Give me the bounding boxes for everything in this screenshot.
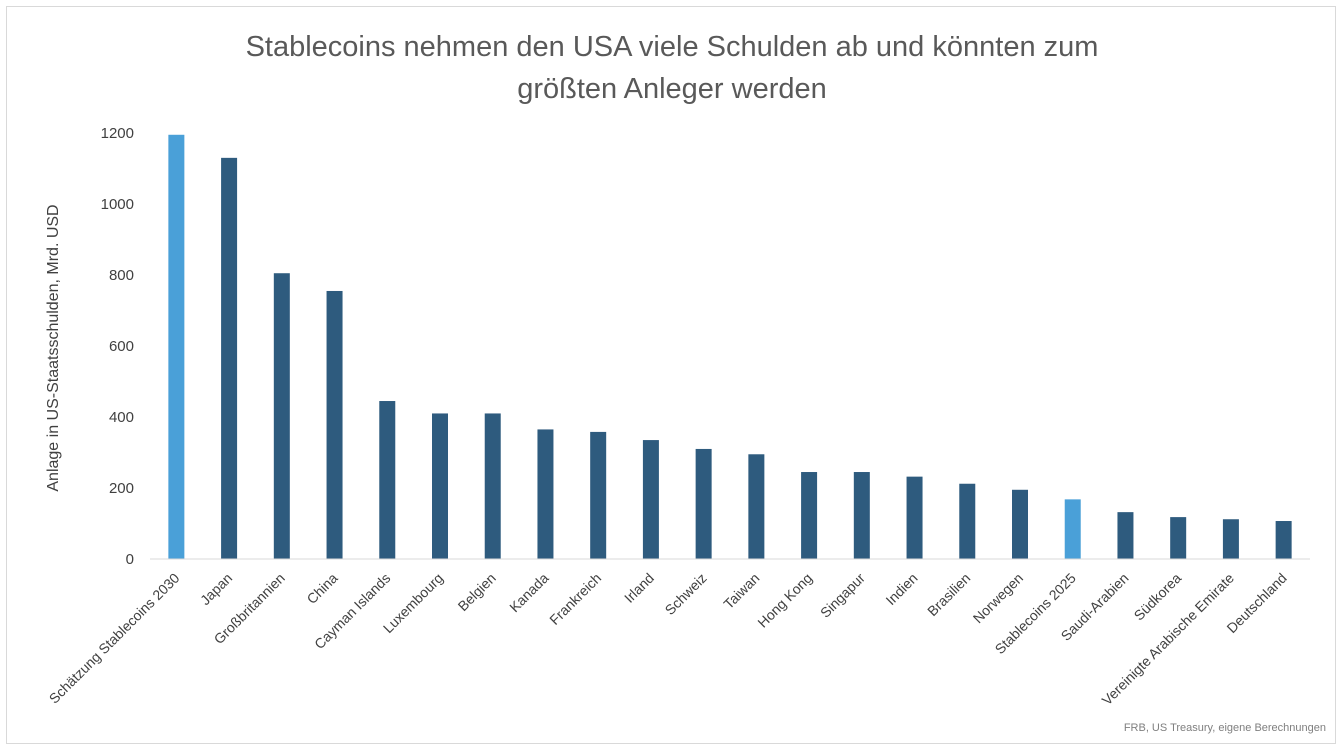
x-tick-label: Norwegen bbox=[970, 570, 1026, 626]
x-tick-label: Irland bbox=[621, 570, 657, 606]
chart-title-line-1: Stablecoins nehmen den USA viele Schulde… bbox=[245, 31, 1099, 63]
x-tick-label: China bbox=[303, 570, 340, 607]
y-axis-label: Anlage in US-Staatsschulden, Mrd. USD bbox=[45, 204, 62, 491]
y-tick-label: 400 bbox=[109, 409, 134, 426]
y-tick-label: 200 bbox=[109, 480, 134, 497]
x-tick-label: Schätzung Stablecoins 2030 bbox=[46, 570, 183, 707]
bar bbox=[1170, 517, 1187, 559]
bar bbox=[1275, 521, 1292, 559]
x-tick-label: Hong Kong bbox=[754, 570, 815, 631]
bar bbox=[168, 134, 185, 559]
x-tick-label: Schweiz bbox=[662, 570, 710, 618]
y-tick-label: 800 bbox=[109, 267, 134, 284]
bar bbox=[959, 483, 976, 559]
bar bbox=[748, 454, 765, 559]
x-tick-label: Indien bbox=[882, 570, 920, 608]
x-tick-label: Südkorea bbox=[1131, 570, 1185, 624]
chart-title-line-2: größten Anleger werden bbox=[517, 73, 827, 105]
bar bbox=[221, 157, 238, 559]
bar bbox=[801, 472, 818, 559]
y-tick-label: 0 bbox=[126, 551, 134, 568]
bar bbox=[695, 448, 712, 559]
x-tick-label: Japan bbox=[197, 570, 235, 608]
bar bbox=[642, 440, 659, 559]
chart-title: Stablecoins nehmen den USA viele Schulde… bbox=[0, 26, 1344, 110]
x-tick-label: Singapur bbox=[817, 570, 868, 621]
source-note: FRB, US Treasury, eigene Berechnungen bbox=[1123, 722, 1326, 734]
x-tick-label: Taiwan bbox=[720, 570, 762, 612]
bar bbox=[326, 290, 343, 559]
bar bbox=[1064, 499, 1081, 559]
bar bbox=[1012, 489, 1028, 559]
y-tick-label: 1200 bbox=[101, 125, 134, 142]
y-tick-label: 1000 bbox=[101, 196, 134, 213]
x-tick-label: Belgien bbox=[455, 570, 499, 614]
bar bbox=[273, 273, 290, 559]
bar bbox=[590, 431, 607, 559]
bar bbox=[906, 476, 923, 559]
bar bbox=[853, 472, 870, 559]
y-tick-label: 600 bbox=[109, 338, 134, 355]
x-tick-label: Brasilien bbox=[924, 570, 973, 619]
bar bbox=[1222, 519, 1239, 559]
bar bbox=[1117, 512, 1134, 559]
x-tick-label: Frankreich bbox=[546, 570, 604, 628]
bar bbox=[379, 401, 396, 559]
bar bbox=[432, 413, 448, 559]
bar bbox=[537, 429, 554, 559]
bar bbox=[484, 413, 501, 559]
x-tick-label: Kanada bbox=[506, 570, 552, 616]
